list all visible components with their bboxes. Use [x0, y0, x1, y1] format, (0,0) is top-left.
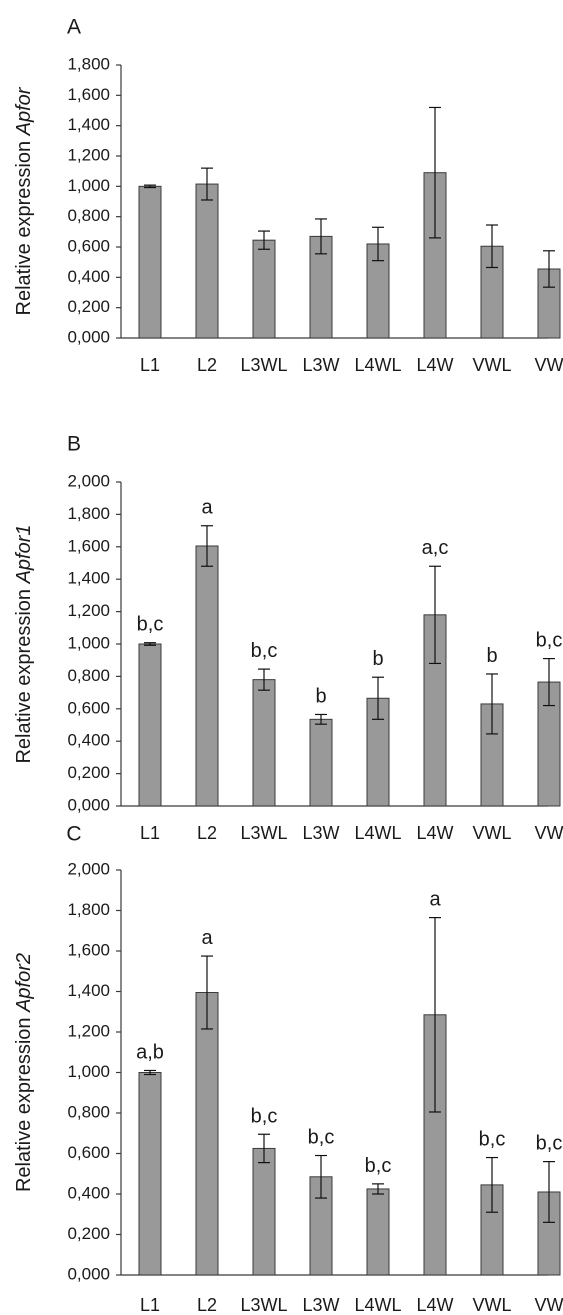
y-tick-label: 1,200: [67, 1021, 110, 1040]
y-tick-label: 0,000: [67, 327, 110, 346]
y-tick-label: 1,400: [67, 569, 110, 588]
bar: [138, 1072, 162, 1276]
y-tick-label: 0,600: [67, 236, 110, 255]
bar: [252, 1147, 276, 1276]
panel-label: B: [67, 433, 81, 456]
y-tick-label: 0,800: [67, 206, 110, 225]
significance-label: b: [372, 648, 383, 670]
chart-panel-a: A Relative expression Apfor 0,000 0,200 0,40…: [13, 16, 563, 375]
y-tick-label: 1,800: [67, 504, 110, 523]
y-axis-title-prefix: Relative expression: [13, 583, 35, 763]
y-axis-title: Relative expression Apfor: [13, 86, 35, 315]
y-axis-title: Relative expression Apfor2: [13, 953, 35, 1192]
y-tick-label: 0,400: [67, 267, 110, 286]
y-axis-title-gene: Apfor: [13, 86, 35, 136]
x-category-label: L4WL: [354, 823, 401, 843]
x-category-label: L4WL: [354, 355, 401, 375]
y-tick-label: 0,400: [67, 731, 110, 750]
bar: [138, 185, 162, 339]
significance-label: b,c: [308, 1127, 335, 1149]
x-category-label: L3W: [302, 823, 339, 843]
y-tick-label: 0,200: [67, 297, 110, 316]
panel-label: A: [67, 16, 81, 39]
x-category-label: L3W: [302, 355, 339, 375]
bar: [252, 239, 276, 339]
y-tick-label: 0,800: [67, 1102, 110, 1121]
y-tick-label: 0,400: [67, 1183, 110, 1202]
x-category-label: L3WL: [240, 823, 287, 843]
y-tick-label: 1,200: [67, 145, 110, 164]
significance-label: a: [201, 497, 213, 519]
bar: [309, 718, 333, 807]
x-category-label: VWL: [472, 355, 511, 375]
significance-label: b: [486, 645, 497, 667]
significance-label: b,c: [251, 1105, 278, 1127]
x-category-label: VWL: [472, 823, 511, 843]
y-tick-label: 0,200: [67, 1224, 110, 1243]
y-axis-title-prefix: Relative expression: [13, 135, 35, 315]
x-category-label: L3W: [302, 1295, 339, 1315]
significance-label: b,c: [536, 1133, 563, 1155]
y-tick-label: 0,000: [67, 795, 110, 814]
x-category-label: L2: [197, 823, 217, 843]
bar: [195, 183, 219, 339]
x-category-label: L4W: [416, 1295, 453, 1315]
y-tick-label: 1,600: [67, 536, 110, 555]
x-category-label: L4W: [416, 823, 453, 843]
x-category-label: L1: [140, 1295, 160, 1315]
bar: [138, 643, 162, 807]
y-tick-label: 0,200: [67, 763, 110, 782]
x-category-label: VW: [535, 1295, 563, 1315]
significance-label: b,c: [536, 630, 563, 652]
bar: [252, 679, 276, 807]
bar: [195, 992, 219, 1276]
x-category-label: L3WL: [240, 1295, 287, 1315]
chart-panel-c: C Relative expression Apfor2 0,000 0,200 0,4…: [13, 823, 563, 1315]
x-category-label: L2: [197, 1295, 217, 1315]
x-category-label: L3WL: [240, 355, 287, 375]
x-category-label: L2: [197, 355, 217, 375]
y-tick-label: 1,800: [67, 54, 110, 73]
x-category-label: VW: [535, 823, 563, 843]
y-tick-label: 2,000: [67, 859, 110, 878]
y-tick-label: 0,600: [67, 1143, 110, 1162]
chart-panel-b: B Relative expression Apfor1 0,000 0,200 0,4…: [13, 433, 563, 843]
y-tick-label: 1,000: [67, 1062, 110, 1081]
y-tick-label: 2,000: [67, 471, 110, 490]
x-category-label: VW: [535, 355, 563, 375]
y-tick-label: 1,000: [67, 176, 110, 195]
y-tick-label: 1,600: [67, 85, 110, 104]
significance-label: b,c: [479, 1129, 506, 1151]
x-category-label: L1: [140, 355, 160, 375]
y-tick-label: 1,000: [67, 633, 110, 652]
panel-label: C: [66, 823, 81, 846]
x-category-label: L4WL: [354, 1295, 401, 1315]
x-category-label: L4W: [416, 355, 453, 375]
y-tick-label: 0,000: [67, 1264, 110, 1283]
y-axis-title-gene: Apfor1: [13, 524, 35, 584]
significance-label: a,b: [136, 1041, 164, 1063]
significance-label: a,c: [422, 537, 449, 559]
y-axis-title-gene: Apfor2: [13, 953, 35, 1013]
significance-label: b,c: [365, 1155, 392, 1177]
significance-label: a: [429, 889, 441, 911]
significance-label: b,c: [137, 614, 164, 636]
x-category-label: L1: [140, 823, 160, 843]
bar: [195, 545, 219, 807]
y-tick-label: 1,400: [67, 981, 110, 1000]
y-tick-label: 0,800: [67, 666, 110, 685]
y-tick-label: 1,800: [67, 900, 110, 919]
bar: [366, 1188, 390, 1276]
significance-label: b,c: [251, 640, 278, 662]
y-tick-label: 1,600: [67, 940, 110, 959]
significance-label: a: [201, 927, 213, 949]
y-tick-label: 1,200: [67, 601, 110, 620]
significance-label: b: [315, 685, 326, 707]
y-axis-title: Relative expression Apfor1: [13, 524, 35, 763]
y-tick-label: 0,600: [67, 698, 110, 717]
y-axis-title-prefix: Relative expression: [13, 1012, 35, 1192]
x-category-label: VWL: [472, 1295, 511, 1315]
y-tick-label: 1,400: [67, 115, 110, 134]
